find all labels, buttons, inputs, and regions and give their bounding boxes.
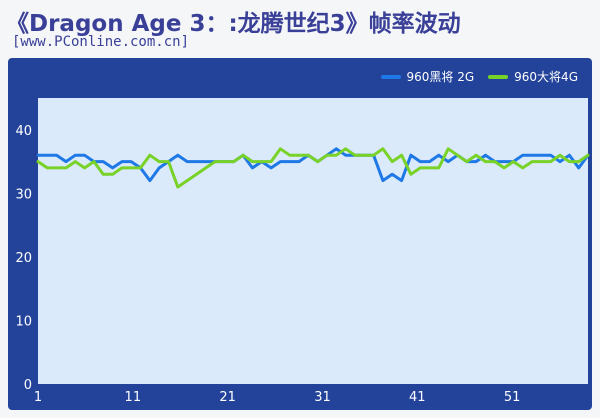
page-title: 《Dragon Age 3：:龙腾世纪3》帧率波动 <box>6 11 461 37</box>
x-axis-labels: 1 11 21 31 41 51 <box>34 390 521 405</box>
y-tick-label: 40 <box>15 124 32 139</box>
x-tick-label: 31 <box>314 390 331 405</box>
y-tick-label: 30 <box>15 187 32 202</box>
x-tick-label: 41 <box>409 390 426 405</box>
y-tick-label: 20 <box>15 251 32 266</box>
legend-label-series-2: 960大将4G <box>514 70 578 84</box>
x-tick-label: 11 <box>125 390 142 405</box>
legend-item-series-2: 960大将4G <box>488 68 578 85</box>
legend-swatch-series-1 <box>380 74 401 79</box>
legend: 960黑将 2G 960大将4G <box>380 68 578 85</box>
page-subtitle: [www.PConline.com.cn] <box>12 34 190 50</box>
x-tick-label: 21 <box>219 390 236 405</box>
y-tick-label: 10 <box>15 314 32 329</box>
x-tick-label: 1 <box>34 390 42 405</box>
series-lines <box>36 147 590 189</box>
x-tick-label: 51 <box>504 390 521 405</box>
chart-frame: 0 10 20 30 40 1 11 21 31 41 51 960黑将 2G 960大将4G <box>8 58 592 410</box>
plot-area <box>38 98 588 384</box>
legend-item-series-1: 960黑将 2G <box>380 68 475 85</box>
y-tick-label: 0 <box>24 378 32 393</box>
series-line-2 <box>36 147 590 189</box>
legend-swatch-series-2 <box>488 74 509 79</box>
y-axis-labels: 0 10 20 30 40 <box>15 124 32 393</box>
legend-label-series-1: 960黑将 2G <box>406 70 475 84</box>
